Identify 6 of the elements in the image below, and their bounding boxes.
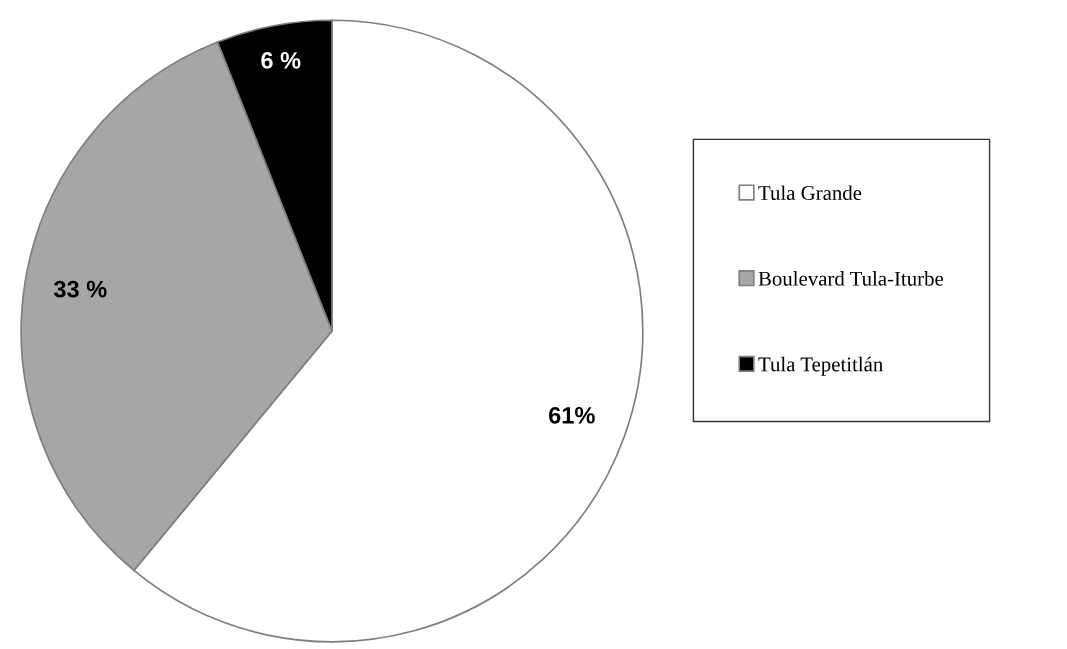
legend-label: Boulevard Tula-Iturbe xyxy=(758,271,944,286)
data-label: 6 % xyxy=(261,51,301,69)
legend-label: Tula Grande xyxy=(758,185,862,201)
data-label: 61% xyxy=(549,406,595,424)
data-label: 33 % xyxy=(53,280,107,298)
legend-label: Tula Tepetitlán xyxy=(758,356,883,376)
